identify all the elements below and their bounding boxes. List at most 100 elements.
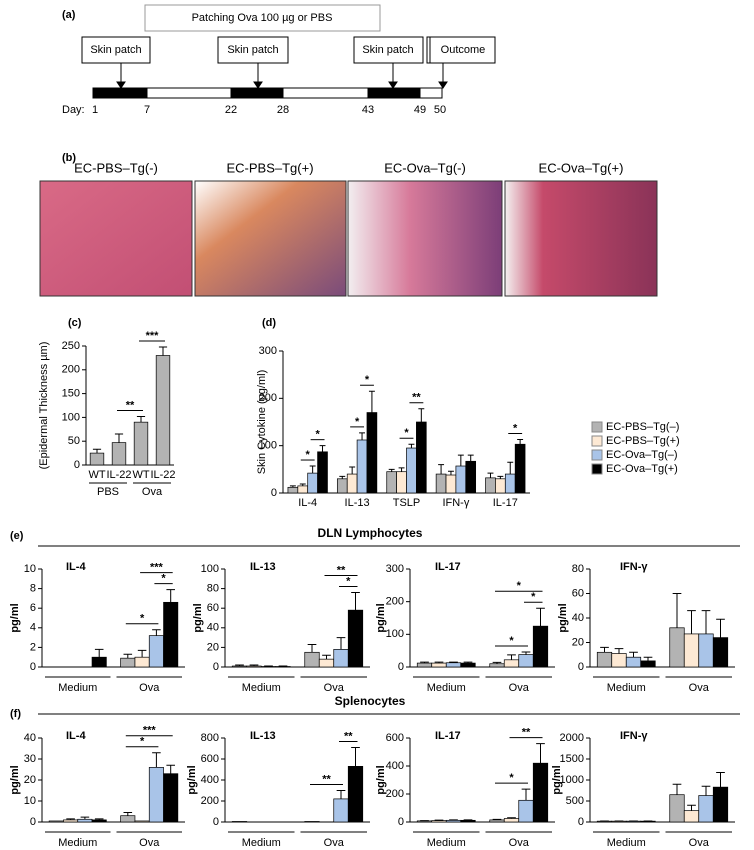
- y-tick-label: 400: [386, 760, 404, 772]
- legend-label: EC-Ova–Tg(+): [606, 463, 678, 475]
- error-bar: [398, 467, 405, 472]
- error-bar: [716, 771, 725, 788]
- day: 43: [362, 104, 374, 116]
- error-bar: [521, 788, 531, 801]
- panel-label: (a): [62, 9, 76, 21]
- significance-label: **: [337, 564, 346, 576]
- banner-box: [144, 4, 381, 32]
- chart-title: IL-17: [435, 561, 461, 573]
- y-tick-label: 1500: [560, 753, 584, 765]
- error-bar: [507, 817, 516, 819]
- y-tick-label: 60: [207, 602, 219, 614]
- x-tick-label: Medium: [58, 837, 97, 849]
- x-tick-label: Medium: [58, 682, 97, 694]
- bar: [489, 819, 505, 823]
- x-tick-label: Ova: [689, 682, 710, 694]
- bar: [77, 818, 93, 823]
- error-bar: [94, 648, 104, 658]
- bar: [504, 473, 516, 494]
- bar: [625, 656, 642, 668]
- image-title: EC-Ova–Tg(-): [384, 160, 466, 175]
- y-tick-label: 800: [201, 732, 219, 744]
- chart-title: IL-13: [250, 561, 276, 573]
- error-bar: [322, 654, 331, 660]
- x-tick-label: IL-22: [106, 469, 131, 481]
- y-tick-label: 8: [30, 583, 36, 595]
- significance-label: *: [161, 572, 166, 584]
- significance-label: *: [315, 429, 320, 441]
- bar: [89, 452, 105, 466]
- x-tick-label: WT: [132, 469, 149, 481]
- histology-image: [194, 180, 347, 297]
- y-tick-label: 100: [62, 411, 80, 423]
- bar: [333, 798, 349, 823]
- y-tick-label: 100: [386, 628, 404, 640]
- bar: [304, 821, 320, 823]
- y-tick-label: 0: [30, 661, 36, 673]
- legend-label: EC-PBS–Tg(+): [606, 435, 680, 447]
- y-tick-label: 200: [259, 392, 277, 404]
- legend-swatch: [591, 463, 603, 475]
- y-tick-label: 60: [572, 587, 584, 599]
- error-bar: [114, 433, 124, 443]
- error-bar: [536, 743, 545, 764]
- error-bar: [137, 649, 147, 658]
- significance-label: *: [531, 591, 536, 603]
- bar: [120, 815, 136, 823]
- bar: [669, 794, 685, 823]
- histology-image: [504, 180, 658, 297]
- error-bar: [351, 746, 360, 767]
- error-bar: [166, 589, 175, 603]
- chart-title: IL-4: [66, 730, 86, 742]
- y-tick-label: 20: [24, 774, 36, 786]
- error-bar: [497, 475, 504, 479]
- bar: [712, 786, 729, 823]
- group-label: Ova: [142, 486, 163, 498]
- x-tick-label: Medium: [242, 837, 281, 849]
- error-bar: [438, 464, 445, 475]
- y-tick-label: 50: [68, 435, 80, 447]
- significance-label: **: [344, 730, 353, 742]
- x-tick-label: IL-4: [298, 497, 317, 509]
- error-bar: [136, 415, 146, 423]
- error-bar: [457, 454, 464, 467]
- histology-image: [39, 180, 193, 297]
- x-tick-label: IL-13: [345, 497, 370, 509]
- error-bar: [629, 651, 638, 658]
- bar: [532, 762, 549, 823]
- x-tick-label: TSLP: [393, 497, 421, 509]
- panel-label: (d): [262, 317, 276, 329]
- bar: [431, 820, 447, 823]
- y-tick-label: 10: [24, 795, 36, 807]
- error-bar: [152, 752, 161, 768]
- error-bar: [166, 764, 175, 774]
- error-bar: [158, 346, 168, 356]
- x-tick-label: WT: [88, 469, 105, 481]
- y-tick-label: 4: [30, 622, 36, 634]
- y-tick-label: 300: [259, 345, 277, 357]
- y-tick-label: 2000: [560, 732, 584, 744]
- y-tick-label: 10: [24, 563, 36, 575]
- bar: [495, 478, 506, 494]
- image-title: EC-Ova–Tg(+): [539, 160, 624, 175]
- y-tick-label: 500: [566, 795, 584, 807]
- bar: [336, 478, 348, 494]
- bar: [333, 649, 349, 668]
- error-bar: [420, 661, 429, 664]
- y-tick-label: 100: [201, 563, 219, 575]
- bar: [596, 651, 613, 668]
- bar: [532, 625, 549, 668]
- chart-title: IFN-γ: [620, 730, 648, 742]
- y-axis-label: pg/ml: [557, 603, 569, 632]
- error-bar: [600, 646, 609, 653]
- x-tick-label: Ova: [324, 837, 345, 849]
- y-tick-label: 0: [271, 487, 277, 499]
- significance-label: *: [355, 416, 360, 428]
- x-tick-label: Medium: [242, 682, 281, 694]
- error-bar: [701, 610, 711, 634]
- chart-title: IL-17: [435, 730, 461, 742]
- bar: [347, 765, 364, 823]
- error-bar: [517, 439, 524, 445]
- chart-title: IL-4: [66, 561, 86, 573]
- error-bar: [123, 653, 133, 659]
